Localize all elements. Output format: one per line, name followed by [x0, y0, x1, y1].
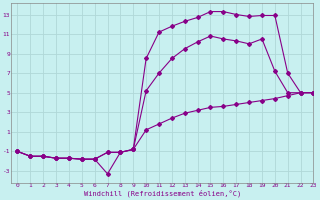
X-axis label: Windchill (Refroidissement éolien,°C): Windchill (Refroidissement éolien,°C) [84, 190, 241, 197]
